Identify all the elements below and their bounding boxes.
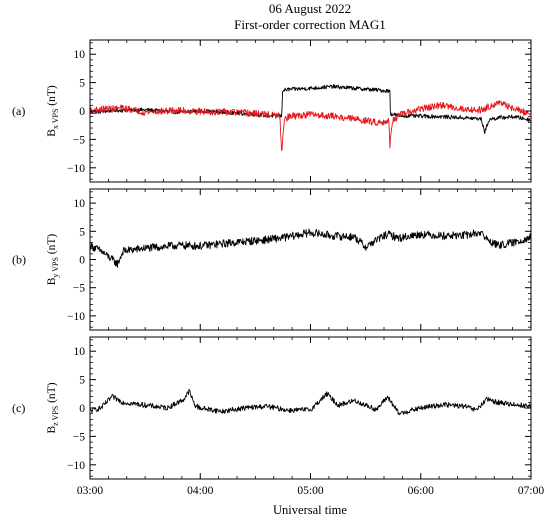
y-axis-label-main: B <box>46 426 58 434</box>
x-tick-label: 03:00 <box>77 485 103 497</box>
panel-label-c: (c) <box>12 401 25 415</box>
figure-title-line2: First-order correction MAG1 <box>234 17 386 32</box>
x-tick-label: 06:00 <box>408 485 434 497</box>
x-tick-label: 04:00 <box>187 485 213 497</box>
x-axis-label: Universal time <box>273 503 347 517</box>
y-axis-label-a: Bx VPS (nT) <box>46 85 60 137</box>
y-tick-label: −5 <box>73 134 85 146</box>
panel-label-b: (b) <box>12 253 26 267</box>
panel-c: 03:00 04:00 05:00 06:00 07:00 10 5 0 −5 −10 (c) Bz … <box>12 336 544 497</box>
y-axis-label-unit: (nT) <box>46 382 58 405</box>
y-tick-label: 10 <box>74 49 86 61</box>
y-tick-label: −10 <box>67 311 85 323</box>
y-axis-label-unit: (nT) <box>46 85 58 108</box>
y-tick-label: −5 <box>73 283 85 295</box>
y-axis-label-b: By VPS (nT) <box>46 234 60 286</box>
panel-b: 10 5 0 −5 −10 (b) By VPS (nT) <box>12 188 532 331</box>
y-tick-label: 0 <box>79 403 85 415</box>
y-tick-label: 0 <box>79 255 85 267</box>
y-axis-label-c: Bz VPS (nT) <box>46 382 60 433</box>
y-axis-label-main: B <box>46 129 58 137</box>
series-line-b-1 <box>90 228 531 268</box>
y-tick-label: 10 <box>74 346 86 358</box>
y-axis-label-unit: (nT) <box>46 234 58 257</box>
x-tick-label: 07:00 <box>518 485 544 497</box>
plot-frame-b <box>89 188 532 331</box>
y-tick-label: 5 <box>79 78 85 90</box>
x-tick-label: 05:00 <box>297 485 323 497</box>
y-tick-label: −5 <box>73 431 85 443</box>
series-line-c-1 <box>90 388 531 416</box>
y-tick-label: 5 <box>79 226 85 238</box>
y-axis-label-sub: z VPS <box>51 406 60 426</box>
panel-a: 10 5 0 −5 −10 (a) Bx VPS (nT) <box>12 39 532 183</box>
panels-group: 10 5 0 −5 −10 (a) Bx VPS (nT) 10 5 0 −5 −10 (b) By VP… <box>12 39 544 497</box>
y-axis-label-main: B <box>46 277 58 285</box>
y-tick-label: −10 <box>67 460 85 472</box>
y-tick-label: 5 <box>79 375 85 387</box>
y-tick-label: −10 <box>67 163 85 175</box>
series-line-a-2 <box>90 100 531 151</box>
panel-label-a: (a) <box>12 104 25 118</box>
y-axis-label-sub: x VPS <box>51 109 60 130</box>
y-tick-label: 0 <box>79 106 85 118</box>
figure-title-line1: 06 August 2022 <box>269 1 351 16</box>
y-tick-label: 10 <box>74 198 86 210</box>
y-axis-label-sub: y VPS <box>51 257 60 278</box>
